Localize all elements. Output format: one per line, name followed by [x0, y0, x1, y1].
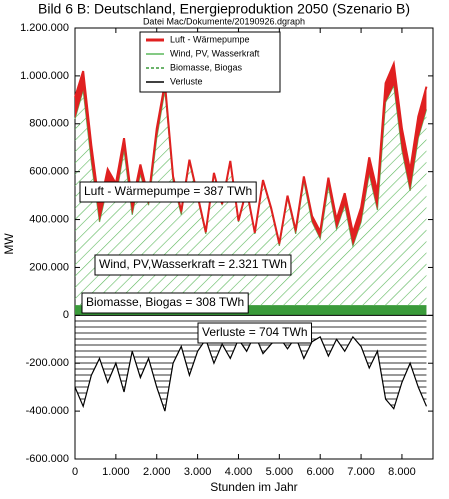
x-tick-label: 3.000	[184, 466, 212, 478]
x-tick-label: 0	[72, 466, 78, 478]
y-tick-label: 600.000	[29, 166, 69, 178]
legend-label: Verluste	[170, 76, 203, 86]
x-tick-label: 5.000	[266, 466, 294, 478]
y-tick-label: -400.000	[26, 405, 69, 417]
y-tick-label: 400.000	[29, 213, 69, 225]
x-tick-label: 4.000	[225, 466, 253, 478]
annotation: Luft - Wärmepumpe = 387 TWh	[79, 181, 257, 203]
annotation: Wind, PV,Wasserkraft = 2.321 TWh	[94, 254, 292, 276]
chart-subtitle: Datei Mac/Dokumente/20190926.dgraph	[143, 16, 305, 26]
annotation-box	[79, 181, 257, 203]
y-tick-label: 1.200.000	[20, 22, 69, 34]
area-fill	[75, 315, 427, 412]
x-tick-label: 7.000	[347, 466, 375, 478]
annotation-box	[197, 322, 313, 344]
annotation-text: Biomasse, Biogas = 308 TWh	[86, 295, 244, 309]
x-axis-label: Stunden im Jahr	[210, 480, 297, 494]
legend-label: Biomasse, Biogas	[170, 62, 243, 72]
legend-label: Luft - Wärmepumpe	[170, 34, 250, 44]
annotation-text: Wind, PV,Wasserkraft = 2.321 TWh	[99, 257, 287, 271]
y-axis-label: MW	[2, 233, 16, 255]
annotation-text: Luft - Wärmepumpe = 387 TWh	[84, 184, 252, 198]
y-tick-label: 0	[63, 309, 69, 321]
x-tick-label: 2.000	[143, 466, 171, 478]
y-tick-label: -200.000	[26, 357, 69, 369]
annotation-box	[81, 292, 249, 314]
legend-label: Wind, PV, Wasserkraft	[170, 48, 260, 58]
annotation: Biomasse, Biogas = 308 TWh	[81, 292, 249, 314]
y-tick-label: 1.000.000	[20, 70, 69, 82]
legend: Luft - Wärmepumpe Wind, PV, Wasserkraft Bi…	[139, 31, 281, 93]
x-tick-label: 1.000	[102, 466, 130, 478]
x-tick-label: 6.000	[306, 466, 334, 478]
area-fill	[75, 85, 427, 306]
y-tick-label: 800.000	[29, 118, 69, 130]
overlay: -600.000 -400.000 -200.000 0 200.000 400.000 6…	[20, 22, 433, 478]
plot-area	[74, 27, 434, 460]
annotation-text: Verluste = 704 TWh	[202, 325, 308, 339]
annotation: Verluste = 704 TWh	[197, 322, 313, 344]
annotation-box	[94, 254, 292, 276]
x-tick-label: 8.000	[388, 466, 416, 478]
area-fill	[75, 63, 427, 246]
y-tick-label: 200.000	[29, 261, 69, 273]
chart-title: Bild 6 B: Deutschland, Energieproduktion…	[38, 1, 410, 17]
y-tick-label: -600.000	[26, 453, 69, 465]
